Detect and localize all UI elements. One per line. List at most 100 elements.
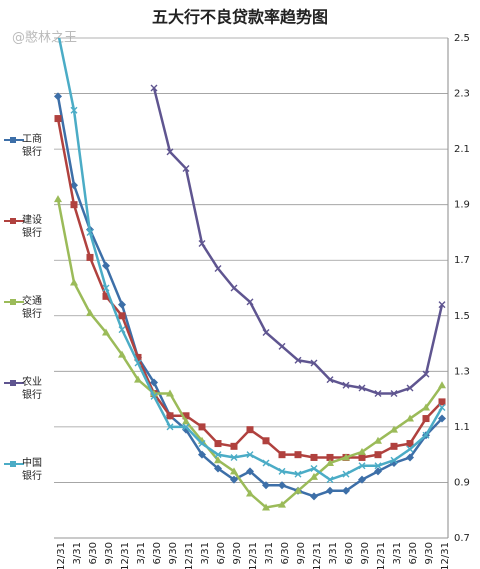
marker bbox=[54, 115, 62, 123]
x-tick-label: 6/30 bbox=[408, 542, 419, 564]
marker bbox=[214, 451, 222, 459]
marker bbox=[166, 423, 174, 431]
marker bbox=[198, 240, 206, 248]
marker bbox=[278, 342, 286, 350]
marker bbox=[438, 403, 446, 411]
marker bbox=[390, 425, 398, 433]
x-tick-label: 12/31 bbox=[376, 542, 387, 569]
x-tick-label: 12/31 bbox=[120, 542, 131, 569]
marker bbox=[278, 467, 286, 475]
y-tick-label: 0.9 bbox=[454, 477, 470, 488]
x-tick-label: 12/31 bbox=[440, 542, 451, 569]
x-tick-label: 3/31 bbox=[392, 542, 403, 564]
marker bbox=[422, 370, 430, 378]
marker bbox=[374, 436, 382, 444]
legend-label: 农业银行 bbox=[22, 377, 42, 401]
marker bbox=[230, 467, 238, 475]
marker bbox=[166, 389, 174, 397]
marker bbox=[134, 375, 142, 383]
marker bbox=[374, 467, 382, 476]
marker bbox=[182, 165, 190, 173]
marker bbox=[182, 423, 190, 431]
marker bbox=[406, 414, 414, 422]
marker bbox=[118, 326, 126, 334]
marker bbox=[438, 398, 446, 406]
x-tick-label: 9/30 bbox=[296, 542, 307, 564]
series bbox=[54, 115, 446, 461]
marker bbox=[230, 453, 238, 461]
marker bbox=[406, 445, 414, 453]
marker bbox=[86, 228, 94, 236]
marker bbox=[326, 459, 334, 466]
y-tick-label: 2.3 bbox=[454, 89, 470, 100]
marker bbox=[326, 376, 334, 384]
legend-marker bbox=[10, 218, 16, 224]
marker bbox=[198, 440, 206, 448]
marker bbox=[166, 412, 174, 420]
marker bbox=[102, 261, 110, 270]
x-tick-label: 6/30 bbox=[344, 542, 355, 564]
marker bbox=[422, 403, 430, 411]
marker bbox=[70, 278, 78, 286]
marker bbox=[358, 384, 366, 392]
x-tick-label: 6/30 bbox=[88, 542, 99, 564]
marker bbox=[150, 84, 158, 92]
marker bbox=[198, 450, 206, 459]
legend-marker bbox=[10, 461, 16, 467]
x-tick-label: 9/30 bbox=[424, 542, 435, 564]
marker bbox=[278, 500, 286, 508]
marker bbox=[230, 475, 238, 484]
marker bbox=[102, 328, 110, 336]
marker bbox=[342, 470, 350, 478]
legend-label: 中国银行 bbox=[22, 458, 42, 482]
marker bbox=[246, 467, 254, 476]
marker bbox=[182, 412, 190, 420]
legend-marker bbox=[10, 137, 16, 143]
marker bbox=[246, 298, 254, 306]
x-tick-label: 9/30 bbox=[360, 542, 371, 564]
marker bbox=[214, 440, 222, 448]
x-tick-label: 9/30 bbox=[232, 542, 243, 564]
marker bbox=[406, 453, 414, 462]
marker bbox=[310, 453, 318, 461]
marker bbox=[102, 292, 110, 300]
marker bbox=[390, 456, 398, 464]
marker bbox=[246, 426, 254, 434]
marker bbox=[358, 453, 366, 461]
x-tick-label: 6/30 bbox=[280, 542, 291, 564]
marker bbox=[54, 92, 62, 101]
x-tick-label: 12/31 bbox=[248, 542, 259, 569]
marker bbox=[326, 476, 334, 484]
legend-marker bbox=[10, 299, 16, 305]
marker bbox=[246, 489, 254, 497]
x-tick-label: 3/31 bbox=[328, 542, 339, 564]
y-tick-label: 2.5 bbox=[454, 33, 470, 44]
marker bbox=[406, 384, 414, 392]
marker bbox=[166, 148, 174, 156]
marker bbox=[422, 415, 430, 423]
marker bbox=[230, 284, 238, 292]
x-tick-label: 12/31 bbox=[56, 542, 67, 569]
series-line bbox=[56, 198, 444, 509]
marker bbox=[294, 356, 302, 364]
marker bbox=[374, 462, 382, 470]
marker bbox=[294, 470, 302, 478]
y-tick-label: 1.7 bbox=[454, 255, 470, 266]
legend-label: 建设银行 bbox=[22, 215, 42, 239]
marker bbox=[390, 442, 398, 450]
marker bbox=[278, 481, 286, 490]
x-tick-label: 9/30 bbox=[168, 542, 179, 564]
y-tick-label: 1.9 bbox=[454, 200, 470, 211]
marker bbox=[150, 378, 158, 387]
marker bbox=[438, 414, 446, 423]
marker bbox=[118, 350, 126, 358]
marker bbox=[310, 492, 318, 501]
legend-marker bbox=[10, 380, 16, 386]
marker bbox=[374, 390, 382, 398]
marker bbox=[342, 486, 350, 495]
series-line bbox=[152, 87, 444, 395]
marker bbox=[278, 451, 286, 459]
marker bbox=[310, 359, 318, 367]
y-tick-label: 0.7 bbox=[454, 533, 470, 544]
